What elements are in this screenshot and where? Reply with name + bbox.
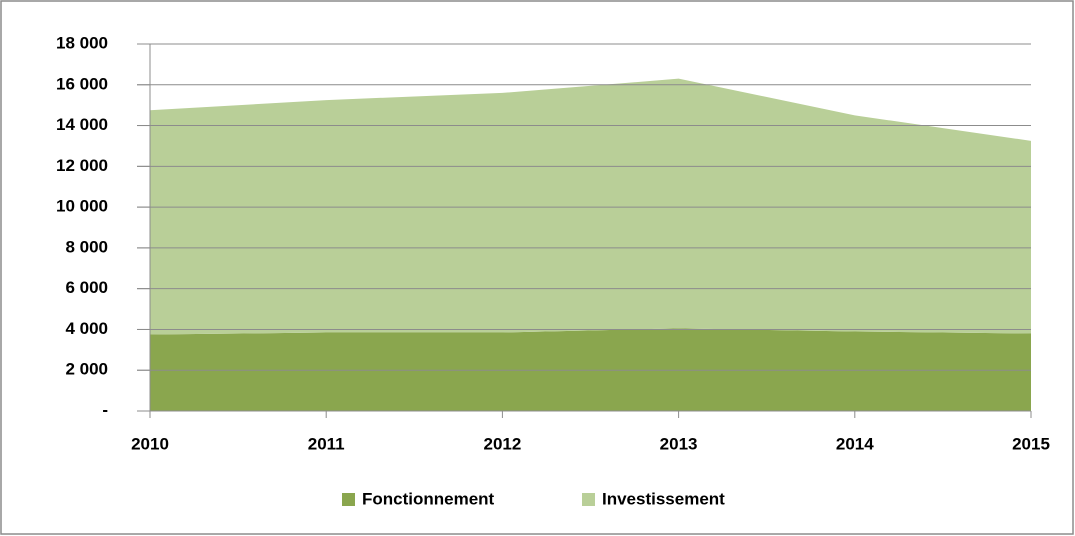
x-tick-label: 2011: [308, 434, 345, 453]
y-tick-label: 8 000: [65, 237, 108, 256]
legend-label: Investissement: [602, 489, 725, 508]
x-tick-label: 2012: [483, 434, 521, 453]
y-tick-label: 2 000: [65, 360, 108, 379]
x-tick-label: 2014: [836, 434, 874, 453]
x-tick-label: 2010: [131, 434, 169, 453]
y-tick-label: 6 000: [65, 278, 108, 297]
y-tick-label: 14 000: [56, 115, 108, 134]
legend-label: Fonctionnement: [362, 489, 495, 508]
x-tick-label: 2015: [1012, 434, 1050, 453]
y-tick-label: 4 000: [65, 319, 108, 338]
y-tick-label: -: [102, 400, 108, 419]
y-tick-label: 18 000: [56, 33, 108, 52]
legend-swatch: [342, 493, 355, 506]
legend-swatch: [582, 493, 595, 506]
area: [150, 328, 1031, 411]
x-tick-label: 2013: [660, 434, 698, 453]
area: [150, 78, 1031, 335]
y-tick-label: 16 000: [56, 74, 108, 93]
y-tick-label: 10 000: [56, 197, 108, 216]
y-tick-label: 12 000: [56, 156, 108, 175]
